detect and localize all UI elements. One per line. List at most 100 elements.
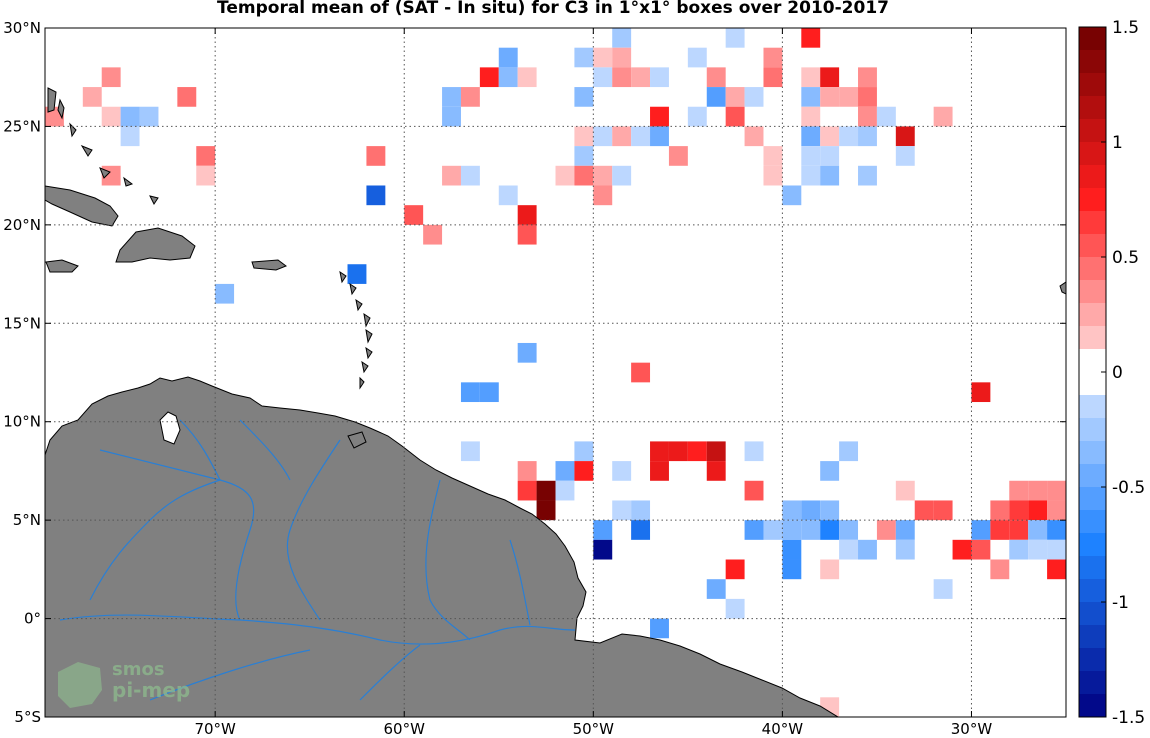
heatmap-cell (574, 461, 594, 481)
heatmap-cell (706, 441, 726, 462)
colorbar-segment (1079, 671, 1106, 695)
heatmap-cell (971, 539, 991, 560)
bahamas-islands (47, 87, 159, 205)
heatmap-cell (177, 87, 197, 107)
colorbar-segment (1079, 694, 1106, 718)
heatmap-cell (574, 126, 594, 147)
heatmap-cell (404, 205, 424, 225)
plot-frame (44, 27, 1067, 718)
heatmap-cell (612, 67, 632, 88)
y-tick-label: 0° (24, 610, 41, 628)
cuba-island (45, 185, 119, 227)
heatmap-cell (574, 165, 594, 186)
jamaica-island (45, 259, 79, 273)
heatmap-cell (612, 28, 632, 48)
colorbar-segment (1079, 119, 1106, 143)
heatmap-cell (120, 106, 140, 127)
heatmap-cell (1047, 500, 1066, 521)
colorbar-segment (1079, 487, 1106, 511)
heatmap-cell (801, 500, 821, 521)
y-tick-label: 20°N (3, 216, 41, 234)
heatmap-cell (593, 126, 613, 147)
y-tick-label: 15°N (3, 314, 41, 332)
puerto-rico-island (251, 259, 288, 271)
heatmap-cell (1047, 480, 1066, 501)
heatmap-cell (763, 47, 783, 68)
heatmap-cell (101, 106, 121, 127)
colorbar-segment (1079, 556, 1106, 580)
heatmap-cell (1009, 539, 1029, 560)
x-tick-label: 60°W (384, 720, 426, 738)
heatmap-cell (801, 28, 821, 48)
colorbar-tick-label: -1.5 (1112, 708, 1145, 728)
heatmap-cell (687, 47, 707, 68)
heatmap-cell (876, 106, 896, 127)
heatmap-cell (650, 67, 669, 88)
heatmap-cell (687, 106, 707, 127)
heatmap-cell (479, 67, 499, 88)
heatmap-cell (423, 224, 443, 245)
heatmap-cell (593, 539, 613, 560)
heatmap-cell (839, 126, 859, 147)
heatmap-cell (593, 520, 613, 540)
heatmap-cell (593, 185, 613, 206)
heatmap-cell (650, 441, 669, 462)
heatmap-cell (120, 126, 140, 147)
heatmap-cell (574, 47, 594, 68)
colorbar-segment (1079, 326, 1106, 350)
lake-maracaibo (159, 411, 181, 445)
heatmap-cell (1028, 480, 1048, 501)
heatmap-cell (820, 165, 840, 186)
heatmap-cell (668, 441, 688, 462)
heatmap-cell (839, 539, 859, 560)
heatmap-cell (366, 185, 386, 206)
heatmap-cell (801, 67, 821, 88)
heatmap-cell (517, 480, 537, 501)
heatmap-cell (876, 520, 896, 540)
watermark-line2: pi-mep (112, 678, 190, 702)
grid-lines (45, 28, 1066, 717)
heatmap-cell (839, 520, 859, 540)
heatmap-cell (744, 520, 764, 540)
heatmap-cell (82, 87, 102, 107)
colorbar-segment (1079, 211, 1106, 235)
heatmap-cell (895, 146, 915, 166)
trinidad-island (347, 431, 367, 449)
y-tick-label: 10°N (3, 413, 41, 431)
heatmap-cell (706, 67, 726, 88)
heatmap-cell (498, 185, 518, 206)
heatmap-cell (574, 441, 594, 462)
chart-title: Temporal mean of (SAT - In situ) for C3 … (217, 0, 889, 18)
colorbar-tick-label: 1.5 (1112, 18, 1139, 38)
colorbar-segment (1079, 280, 1106, 304)
heatmap-cell (442, 87, 461, 107)
heatmap-cell (763, 146, 783, 166)
colorbar-segment (1079, 73, 1106, 97)
heatmap-cell (498, 47, 518, 68)
heatmap-cell (763, 67, 783, 88)
heatmap-cell (612, 126, 632, 147)
colorbar-segment (1079, 257, 1106, 281)
heatmap-cell (895, 126, 915, 147)
heatmap-cell (479, 382, 499, 403)
heatmap-cell (593, 165, 613, 186)
heatmap-cell (1047, 559, 1066, 580)
colorbar-segment (1079, 188, 1106, 212)
heatmap-cell (990, 559, 1010, 580)
heatmap-cell (933, 500, 953, 521)
colorbar-segment (1079, 142, 1106, 166)
heatmap-cell (725, 87, 745, 107)
africa-coast-fragment (1059, 281, 1066, 295)
heatmap-cell (687, 441, 707, 462)
heatmap-cell (858, 87, 877, 107)
heatmap-cell (782, 500, 802, 521)
watermark-line1: smos (112, 659, 165, 680)
hispaniola-island (115, 227, 196, 263)
heatmap-cell (593, 47, 613, 68)
heatmap-cell (1028, 520, 1048, 540)
heatmap-cell (858, 165, 877, 186)
heatmap-cell (366, 146, 386, 166)
heatmap-cell (839, 87, 859, 107)
colorbar-segment (1079, 625, 1106, 649)
land-mass (45, 87, 1066, 717)
